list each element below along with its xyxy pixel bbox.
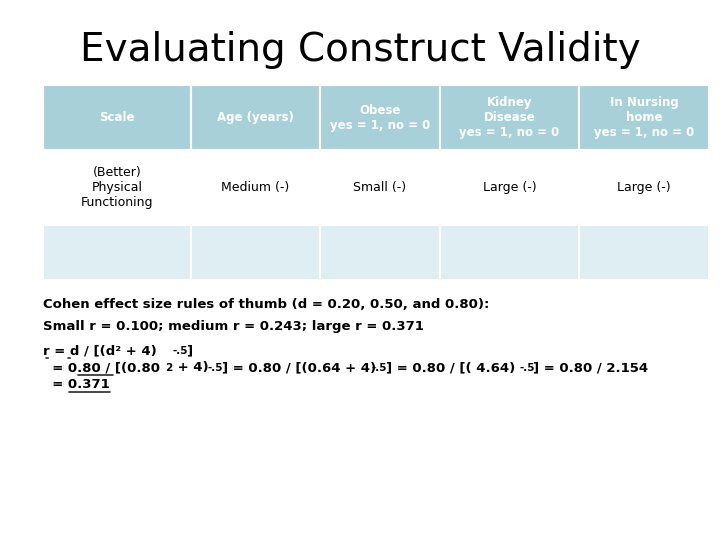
Text: ] = 0.80 / [( 4.64): ] = 0.80 / [( 4.64) [386,361,515,374]
FancyBboxPatch shape [43,85,191,150]
Text: ] = 0.80 / 2.154: ] = 0.80 / 2.154 [534,361,649,374]
FancyBboxPatch shape [579,85,708,150]
FancyBboxPatch shape [440,85,579,150]
Text: r = d / [(d² + 4): r = d / [(d² + 4) [43,344,157,357]
FancyBboxPatch shape [440,150,579,225]
Text: -.5: -.5 [519,363,535,373]
FancyBboxPatch shape [191,150,320,225]
Text: -.5: -.5 [173,346,188,356]
FancyBboxPatch shape [320,150,440,225]
Text: Obese
yes = 1, no = 0: Obese yes = 1, no = 0 [330,104,430,132]
Text: + 4): + 4) [173,361,208,374]
FancyBboxPatch shape [43,150,191,225]
Text: Scale: Scale [99,111,135,124]
FancyBboxPatch shape [440,225,579,280]
FancyBboxPatch shape [191,225,320,280]
Text: Kidney
Disease
yes = 1, no = 0: Kidney Disease yes = 1, no = 0 [459,96,559,139]
FancyBboxPatch shape [320,85,440,150]
Text: Small r = 0.100; medium r = 0.243; large r = 0.371: Small r = 0.100; medium r = 0.243; large… [43,320,424,333]
Text: In Nursing
home
yes = 1, no = 0: In Nursing home yes = 1, no = 0 [594,96,694,139]
Text: Age (years): Age (years) [217,111,294,124]
FancyBboxPatch shape [579,150,708,225]
FancyBboxPatch shape [579,225,708,280]
Text: ]: ] [186,344,192,357]
Text: (Better)
Physical
Functioning: (Better) Physical Functioning [81,166,153,209]
Text: = 0.371: = 0.371 [43,378,110,391]
Text: ] = 0.80 / [(0.64 + 4): ] = 0.80 / [(0.64 + 4) [222,361,376,374]
Text: -.5: -.5 [207,363,223,373]
Text: Large (-): Large (-) [482,181,536,194]
FancyBboxPatch shape [320,225,440,280]
FancyBboxPatch shape [43,225,191,280]
Text: Cohen effect size rules of thumb (d = 0.20, 0.50, and 0.80):: Cohen effect size rules of thumb (d = 0.… [43,298,490,311]
Text: Small (-): Small (-) [354,181,407,194]
FancyBboxPatch shape [191,85,320,150]
Text: Large (-): Large (-) [617,181,671,194]
Text: Medium (-): Medium (-) [221,181,289,194]
Text: Evaluating Construct Validity: Evaluating Construct Validity [80,31,640,69]
Text: = 0.80 / [(0.80: = 0.80 / [(0.80 [43,361,160,374]
Text: -.5: -.5 [372,363,387,373]
Text: 2: 2 [165,363,172,373]
